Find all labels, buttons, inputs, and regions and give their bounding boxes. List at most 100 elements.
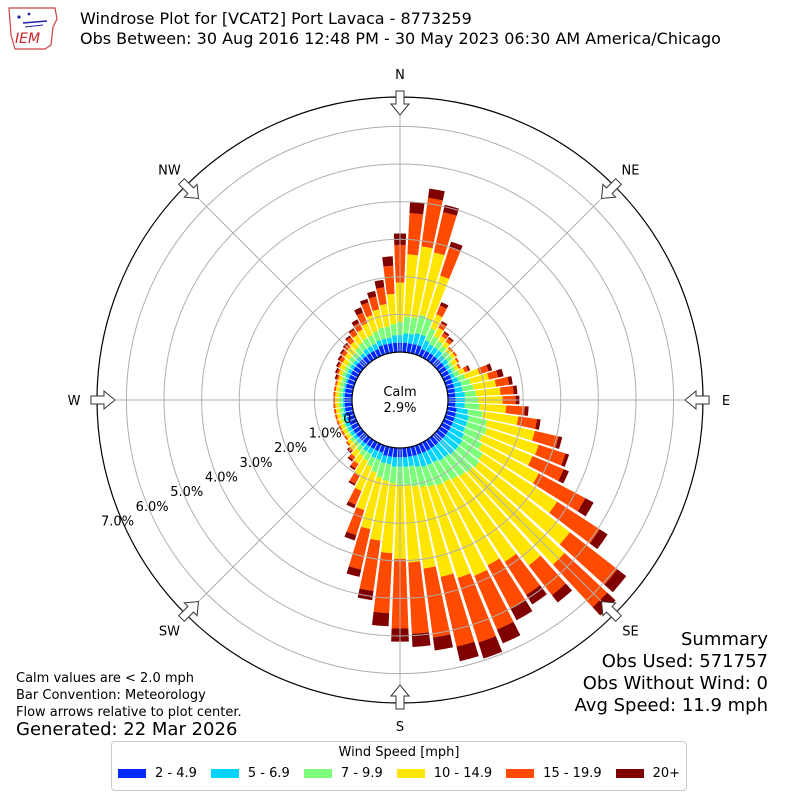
wind-bar-segment xyxy=(407,333,415,344)
wind-bar-segment xyxy=(415,314,426,335)
wind-bar-segment xyxy=(391,335,398,344)
wind-bar-segment xyxy=(456,374,466,382)
wind-bar-segment xyxy=(456,363,461,369)
wind-bar-segment xyxy=(549,501,600,544)
wind-bar-segment xyxy=(353,366,362,374)
legend-item: 2 - 4.9 xyxy=(118,766,197,781)
wind-bar-segment xyxy=(434,340,443,350)
wind-bar-segment xyxy=(343,435,349,441)
wind-bar-segment xyxy=(347,425,353,432)
wind-bar-segment xyxy=(442,418,453,427)
wind-bar-segment xyxy=(466,365,471,372)
wind-bar-segment xyxy=(340,413,344,418)
wind-bar-segment xyxy=(353,426,362,434)
direction-labels: N NE E SE S SW W NW xyxy=(68,68,731,735)
wind-bar-segment xyxy=(338,402,344,408)
wind-bar-segment xyxy=(347,456,354,462)
legend-swatch xyxy=(506,769,535,778)
calm-label: Calm xyxy=(383,385,416,400)
wind-bar-segment xyxy=(436,482,487,576)
wind-bar-segment xyxy=(376,287,387,306)
wind-bar-segment xyxy=(438,345,447,354)
wind-bar-segment xyxy=(387,446,394,457)
legend: Wind Speed [mph] 2 - 4.9 5 - 6.9 7 - 9.9 10… xyxy=(111,741,687,791)
wind-bar-segment xyxy=(341,418,346,424)
wind-bar-segment xyxy=(425,344,434,353)
wind-bar-segment xyxy=(334,374,339,380)
wind-bar-segment xyxy=(423,566,451,638)
wind-bar-segment xyxy=(402,333,409,344)
wind-bar-segment xyxy=(407,456,415,467)
chart-subtitle: Obs Between: 30 Aug 2016 12:48 PM - 30 M… xyxy=(80,29,721,48)
wind-bar-segment xyxy=(447,393,456,398)
wind-bar-segment xyxy=(338,418,344,425)
wind-bar-segment xyxy=(348,432,353,437)
wind-bar-segment xyxy=(415,465,427,488)
wind-bar-segment xyxy=(334,380,338,386)
calm-circle xyxy=(351,351,449,449)
note-flow-arrows: Flow arrows relative to plot center. xyxy=(16,705,242,720)
wind-bar-segment xyxy=(486,363,493,372)
wind-bar-segment xyxy=(444,414,455,422)
wind-bar-segment xyxy=(432,634,454,651)
wind-bar-segment xyxy=(435,429,446,439)
legend-swatch xyxy=(118,769,146,778)
wind-bar-segment xyxy=(340,382,346,388)
wind-bar-segment xyxy=(357,588,374,601)
wind-bar-segment xyxy=(402,456,409,467)
wind-bar-segment xyxy=(478,453,558,513)
wind-bar-segment xyxy=(422,350,430,360)
legend-label: 15 - 19.9 xyxy=(543,766,602,781)
wind-bar-segment xyxy=(335,391,340,397)
wind-bar-segment xyxy=(435,362,444,371)
wind-bar-segment xyxy=(344,393,353,398)
wind-bar-segment xyxy=(360,441,366,447)
legend-items: 2 - 4.9 5 - 6.9 7 - 9.9 10 - 14.9 15 - 19.9 2… xyxy=(118,766,694,781)
wind-bar-segment xyxy=(475,387,501,397)
wind-bar-segment xyxy=(381,338,388,346)
wind-bar-segment xyxy=(367,290,377,299)
wind-bar-segment xyxy=(426,275,450,321)
legend-item: 5 - 6.9 xyxy=(210,766,290,781)
legend-item: 15 - 19.9 xyxy=(506,766,602,781)
grid-spoke xyxy=(185,433,367,615)
direction-label: NE xyxy=(622,163,640,178)
wind-bar-segment xyxy=(370,480,389,541)
wind-bar-segment xyxy=(455,445,480,468)
radial-tick-label: 2.0% xyxy=(274,441,307,456)
wind-bar-segment xyxy=(361,302,373,318)
wind-bar-segment xyxy=(558,469,569,484)
wind-bar-segment xyxy=(512,385,518,395)
wind-bar-segment xyxy=(345,433,352,440)
wind-bar-segment xyxy=(339,407,344,413)
wind-bar-segment xyxy=(386,456,393,465)
wind-bar-segment xyxy=(362,435,371,444)
wind-bar-segment xyxy=(532,430,559,448)
radial-tick-label: 6.0% xyxy=(136,500,169,515)
flow-arrow xyxy=(389,90,411,116)
wind-bar-segment xyxy=(361,476,383,530)
wind-bar-segment xyxy=(345,378,349,383)
wind-bar-segment xyxy=(577,498,594,517)
wind-bar-segment xyxy=(336,368,341,375)
wind-bar-segment xyxy=(342,428,349,435)
wind-bar-segment xyxy=(347,379,356,386)
wind-bar-segment xyxy=(478,636,503,659)
legend-title: Wind Speed [mph] xyxy=(338,745,460,760)
wind-bar-segment xyxy=(345,441,351,447)
flow-arrow xyxy=(177,600,200,623)
direction-label: SW xyxy=(159,625,180,640)
wind-bar-segment xyxy=(348,487,362,505)
flow-arrow xyxy=(177,177,200,200)
wind-bar-segment xyxy=(461,433,483,450)
wind-bar-segment xyxy=(366,314,378,333)
wind-bar-segment xyxy=(463,368,480,379)
wind-bar-segment xyxy=(360,298,369,306)
wind-bar-segment xyxy=(359,538,381,591)
wind-bar-segment xyxy=(604,569,627,593)
summary-avg-speed: Avg Speed: 11.9 mph xyxy=(574,695,768,716)
wind-bar-segment xyxy=(430,347,439,356)
legend-label: 7 - 9.9 xyxy=(340,766,383,781)
wind-bar-segment xyxy=(421,340,430,351)
wind-bar-segment xyxy=(380,454,388,464)
